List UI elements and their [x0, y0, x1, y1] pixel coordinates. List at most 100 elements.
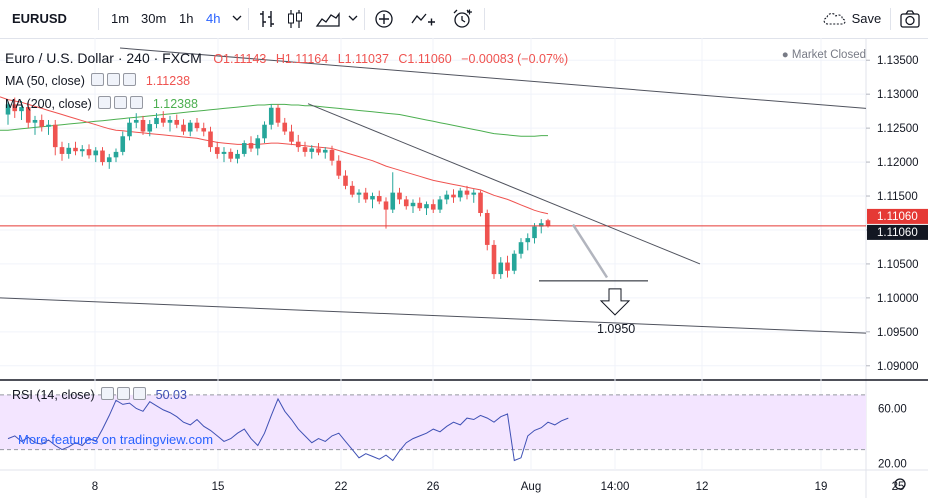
- candle-body: [471, 192, 477, 195]
- close-icon[interactable]: [123, 73, 137, 86]
- candle-body: [336, 160, 342, 176]
- candle-body: [255, 138, 261, 149]
- eye-icon[interactable]: [91, 73, 105, 86]
- legend-low: L1.11037: [337, 52, 389, 66]
- chevron-down-icon: [232, 15, 242, 21]
- candle-body: [268, 107, 274, 125]
- price-tick-label: 1.13000: [877, 89, 919, 101]
- candle-body: [356, 192, 362, 195]
- bar-chart-style-icon[interactable]: [258, 8, 278, 30]
- candle-body: [79, 149, 85, 152]
- candle-body: [343, 175, 348, 186]
- candles-chart-style-icon[interactable]: [286, 8, 304, 30]
- candle-body: [235, 153, 240, 159]
- candle-body: [113, 151, 119, 158]
- rsi-axis[interactable]: 60.00 20.00: [878, 404, 907, 471]
- gear-icon[interactable]: [117, 387, 131, 400]
- candle-body: [167, 119, 173, 123]
- price-labels: 1.11060 1.11060: [867, 208, 928, 240]
- candle-body: [498, 262, 504, 275]
- candle-body: [444, 194, 450, 200]
- alarm-clock-icon[interactable]: [450, 8, 474, 30]
- symbol-search-button[interactable]: EURUSD: [12, 0, 67, 38]
- target-price-label: 1.0950: [597, 322, 636, 336]
- toolbar-divider: [890, 8, 891, 30]
- time-axis[interactable]: 8 15 22 26 Aug 14:00 12 19 25: [92, 478, 906, 493]
- candle-body: [12, 104, 18, 112]
- candle-body: [106, 157, 112, 163]
- toolbar-divider: [248, 8, 249, 30]
- interval-30m-button[interactable]: 30m: [141, 11, 167, 26]
- promo-link[interactable]: More features on tradingview.com: [18, 432, 214, 447]
- interval-dropdown-button[interactable]: [232, 0, 242, 38]
- projection-path-line: [571, 223, 609, 279]
- compare-symbol-icon[interactable]: [410, 9, 436, 29]
- toolbar-divider: [484, 8, 485, 30]
- interval-1h-button[interactable]: 1h: [179, 11, 194, 26]
- candle-body: [437, 199, 443, 210]
- ma200-line: [0, 103, 548, 137]
- candle-body: [484, 213, 490, 245]
- save-button[interactable]: Save: [822, 0, 881, 38]
- eye-icon[interactable]: [98, 96, 112, 109]
- candle-body: [370, 196, 375, 200]
- legend-symbol-row: Euro / U.S. Dollar · 240 · FXCM O1.11143…: [5, 47, 568, 70]
- last-price-badge: [867, 208, 928, 224]
- chart-style-dropdown-button[interactable]: [348, 0, 358, 38]
- rsi-legend[interactable]: RSI (14, close) 50.03: [12, 387, 187, 402]
- crosshair-price-badge-text: 1.11060: [877, 227, 918, 239]
- chart-legend: Euro / U.S. Dollar · 240 · FXCM O1.11143…: [5, 47, 568, 116]
- interval-4h-button[interactable]: 4h: [206, 11, 221, 26]
- candle-body: [208, 131, 213, 148]
- candle-body: [363, 192, 369, 200]
- candle-body: [39, 119, 45, 127]
- candle-body: [228, 151, 234, 159]
- candle-body: [133, 119, 139, 123]
- candle-body: [349, 185, 355, 195]
- candle-body: [451, 194, 456, 198]
- price-tick-label: 1.11500: [877, 191, 918, 203]
- close-icon[interactable]: [130, 96, 144, 109]
- candles-group: [5, 97, 551, 279]
- gear-icon[interactable]: [114, 96, 128, 109]
- candle-body: [201, 128, 207, 132]
- area-chart-style-icon[interactable]: [315, 8, 341, 30]
- candle-body: [511, 253, 517, 271]
- candle-body: [309, 148, 315, 152]
- add-indicator-icon[interactable]: [374, 9, 394, 29]
- legend-high: H1.11164: [275, 52, 329, 66]
- ma50-label: MA (50, close): [5, 74, 85, 88]
- gear-icon: [894, 478, 906, 490]
- candle-body: [302, 147, 308, 152]
- legend-ma50-row[interactable]: MA (50, close) 1.11238: [5, 70, 568, 93]
- candle-body: [538, 223, 544, 227]
- candle-body: [545, 220, 551, 226]
- candle-body: [478, 192, 483, 213]
- time-tick-label: 14:00: [601, 481, 630, 493]
- gear-icon[interactable]: [107, 73, 121, 86]
- rsi-tick-label: 20.00: [878, 458, 907, 470]
- candle-body: [390, 192, 396, 210]
- interval-1m-button[interactable]: 1m: [111, 11, 130, 26]
- candle-body: [464, 190, 470, 195]
- rsi-line: [7, 397, 569, 462]
- chart-canvas[interactable]: 1.13500 1.13000 1.12500 1.12000 1.11500 1.110…: [0, 38, 928, 498]
- rsi-label: RSI (14, close): [12, 388, 95, 402]
- candle-body: [424, 204, 429, 209]
- candle-body: [275, 107, 281, 123]
- candle-body: [174, 119, 180, 125]
- candle-body: [282, 122, 288, 132]
- close-icon[interactable]: [133, 387, 147, 400]
- legend-open: O1.11143: [213, 52, 267, 66]
- candle-body: [73, 147, 78, 152]
- candle-body: [86, 149, 92, 156]
- candle-body: [59, 147, 65, 154]
- eye-icon[interactable]: [101, 387, 115, 400]
- candle-body: [120, 136, 126, 152]
- camera-icon[interactable]: [899, 9, 921, 29]
- candle-body: [194, 122, 200, 129]
- chevron-down-icon: [348, 15, 358, 21]
- ma200-label: MA (200, close): [5, 97, 92, 111]
- candle-body: [19, 107, 24, 112]
- legend-ma200-row[interactable]: MA (200, close) 1.12388: [5, 93, 568, 116]
